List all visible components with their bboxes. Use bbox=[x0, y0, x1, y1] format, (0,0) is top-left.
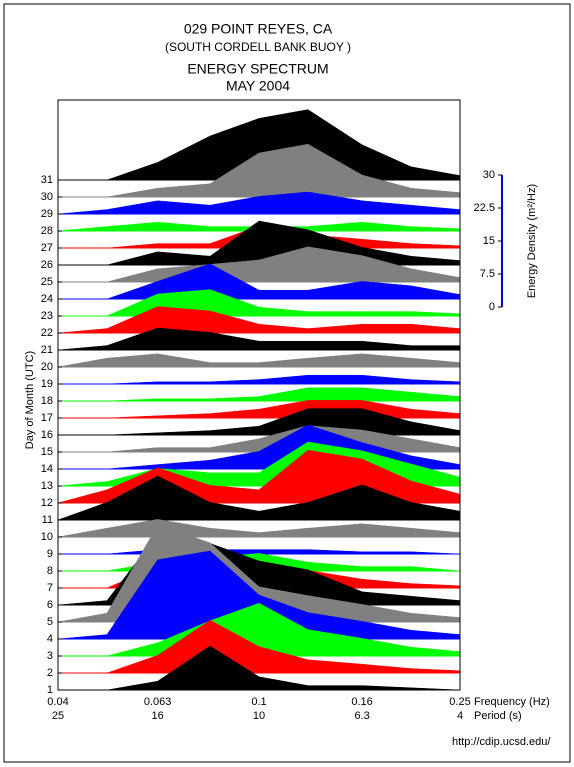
x-axis-label: Frequency (Hz) bbox=[474, 696, 550, 708]
y-axis-label: Day of Month (UTC) bbox=[24, 351, 36, 449]
x-tick-label: 0.063 bbox=[144, 696, 172, 708]
y-tick-label: 27 bbox=[41, 242, 53, 254]
chart-title: MAY 2004 bbox=[226, 78, 290, 94]
scale-tick-label: 30 bbox=[483, 169, 495, 181]
spectrum-ridge bbox=[58, 374, 461, 385]
y-tick-label: 7 bbox=[47, 582, 53, 594]
scale-tick-label: 0 bbox=[489, 301, 495, 313]
y-tick-label: 23 bbox=[41, 310, 53, 322]
y-tick-label: 13 bbox=[41, 480, 53, 492]
chart-subtitle: (SOUTH CORDELL BANK BUOY ) bbox=[165, 40, 351, 54]
period-tick-label: 10 bbox=[253, 710, 265, 722]
scale-tick-label: 7.5 bbox=[480, 268, 495, 280]
spectrum-ridge bbox=[58, 387, 461, 402]
y-tick-label: 24 bbox=[41, 293, 53, 305]
y-tick-label: 31 bbox=[41, 174, 53, 186]
x-tick-label: 0.16 bbox=[351, 696, 372, 708]
y-tick-label: 3 bbox=[47, 650, 53, 662]
y-tick-label: 25 bbox=[41, 276, 53, 288]
x-tick-label: 0.25 bbox=[449, 696, 470, 708]
spectrum-ridge bbox=[57, 519, 461, 538]
y-tick-label: 5 bbox=[47, 616, 53, 628]
y-tick-label: 28 bbox=[41, 225, 53, 237]
y-tick-label: 6 bbox=[47, 599, 53, 611]
period-tick-label: 16 bbox=[152, 710, 164, 722]
y-tick-label: 8 bbox=[47, 565, 53, 577]
source: http://cdip.ucsd.edu/ bbox=[452, 736, 551, 748]
y-tick-label: 15 bbox=[41, 446, 53, 458]
y-tick-label: 9 bbox=[47, 548, 53, 560]
y-tick-label: 22 bbox=[41, 327, 53, 339]
y-tick-label: 4 bbox=[47, 633, 53, 645]
y-tick-label: 20 bbox=[41, 361, 53, 373]
spectrum-ridge bbox=[58, 645, 461, 691]
page-border bbox=[3, 3, 571, 763]
y-tick-label: 2 bbox=[47, 667, 53, 679]
period-tick-label: 6.3 bbox=[354, 710, 369, 722]
chart-title: 029 POINT REYES, CA bbox=[184, 21, 333, 37]
y-tick-label: 29 bbox=[41, 208, 53, 220]
period-label: Period (s) bbox=[474, 710, 522, 722]
y-tick-label: 26 bbox=[41, 259, 53, 271]
y-tick-label: 14 bbox=[41, 463, 53, 475]
plot bbox=[57, 109, 461, 691]
x-tick-label: 0.04 bbox=[47, 696, 68, 708]
y-tick-label: 18 bbox=[41, 395, 53, 407]
period-tick-label: 4 bbox=[457, 710, 463, 722]
y-tick-label: 30 bbox=[41, 191, 53, 203]
scale-tick-label: 15 bbox=[483, 235, 495, 247]
y-tick-label: 12 bbox=[41, 497, 53, 509]
scale-tick-label: 22.5 bbox=[474, 202, 495, 214]
y-tick-label: 21 bbox=[41, 344, 53, 356]
y-tick-label: 17 bbox=[41, 412, 53, 424]
period-tick-label: 25 bbox=[52, 710, 64, 722]
y-tick-label: 1 bbox=[47, 684, 53, 696]
spectrum-ridge bbox=[58, 400, 461, 419]
spectrum-ridge bbox=[57, 353, 461, 368]
y-tick-label: 11 bbox=[42, 514, 53, 526]
y-tick-label: 16 bbox=[41, 429, 53, 441]
chart-title: ENERGY SPECTRUM bbox=[187, 61, 328, 77]
y-tick-label: 19 bbox=[41, 378, 53, 390]
y-tick-label: 10 bbox=[41, 531, 53, 543]
scale-label: Energy Density (m²/Hz) bbox=[526, 184, 538, 298]
x-tick-label: 0.1 bbox=[251, 696, 266, 708]
